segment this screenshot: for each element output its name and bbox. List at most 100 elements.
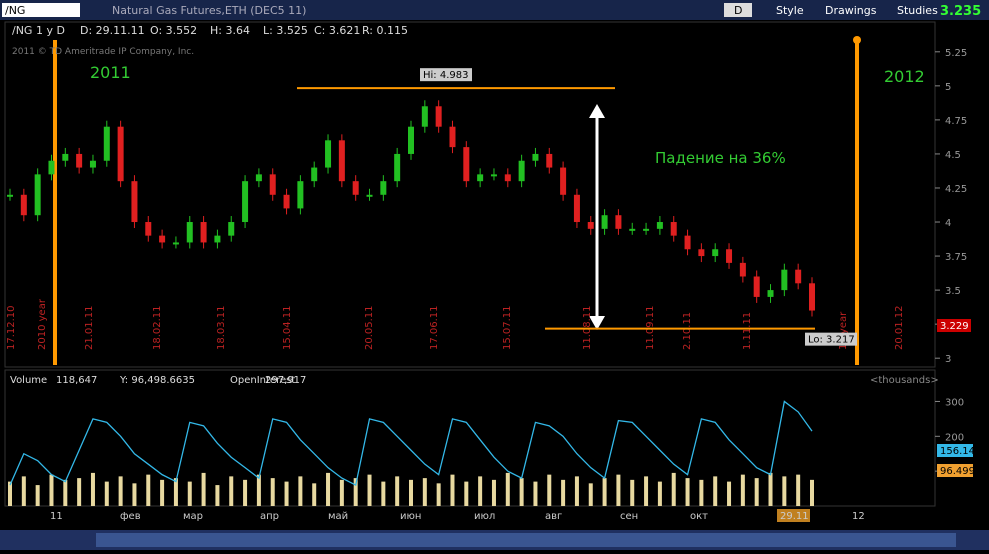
annotation: 2011 — [90, 63, 131, 82]
candle — [670, 222, 677, 236]
candle — [283, 194, 290, 209]
candle — [352, 181, 359, 195]
candle — [629, 228, 636, 231]
volume-bar — [436, 483, 441, 506]
info: O: 3.552 — [150, 24, 197, 37]
candle — [159, 235, 166, 243]
volume-bar — [326, 472, 331, 506]
candle — [712, 249, 719, 257]
volume-bar — [353, 478, 358, 506]
y-tick-label: 300 — [945, 397, 964, 408]
candle — [463, 147, 470, 182]
date-label: 2010 year — [37, 298, 48, 350]
candle — [20, 194, 27, 216]
candle — [573, 194, 580, 223]
time-label: 12 — [852, 511, 865, 522]
volume-bar — [49, 474, 54, 506]
volume-bar — [395, 476, 400, 506]
candle — [601, 215, 608, 229]
candle — [48, 160, 55, 175]
candle — [781, 269, 788, 291]
vl: 96.499 — [940, 466, 975, 477]
info: D: 29.11.11 — [80, 24, 145, 37]
date-label: 21.01.11 — [84, 305, 95, 350]
volume-bar — [616, 474, 621, 506]
date-label: 20.05.11 — [364, 305, 375, 350]
scroll-thumb[interactable] — [96, 533, 956, 547]
description: Natural Gas Futures,ETH (DEC5 11) — [112, 4, 306, 17]
volume-bar — [160, 479, 165, 506]
time-label: май — [328, 511, 348, 522]
candle — [560, 167, 567, 195]
vol-header: 297,917 — [265, 375, 306, 386]
volume-bar — [491, 479, 496, 506]
y-tick-label: 4.25 — [945, 184, 967, 195]
time-label: мар — [183, 511, 203, 522]
candle — [172, 242, 179, 245]
btn[interactable]: Studies — [897, 4, 938, 17]
btn[interactable]: Drawings — [825, 4, 877, 17]
candle — [435, 106, 442, 127]
vl: 156.14 — [940, 446, 975, 457]
volume-bar — [381, 481, 386, 506]
candle — [532, 153, 539, 161]
date-label: 18.03.11 — [216, 305, 227, 350]
candle — [311, 167, 318, 182]
info: H: 3.64 — [210, 24, 250, 37]
candle — [62, 153, 69, 161]
price-label: 3.229 — [940, 321, 969, 332]
vol-frame — [4, 369, 936, 507]
candle — [504, 174, 511, 182]
vol-header: Volume — [10, 375, 47, 386]
vol-header: OpenInterest — [230, 375, 295, 386]
volume-bar — [409, 479, 413, 506]
y-tick-label: 3.75 — [945, 252, 967, 263]
info: R: 0.115 — [362, 24, 408, 37]
info: /NG 1 y D — [12, 24, 65, 37]
candle — [477, 174, 484, 182]
period-btn[interactable] — [724, 3, 752, 17]
vol-header: <thousands> — [870, 375, 939, 386]
date-label: 17.12.10 — [6, 305, 17, 350]
y-tick-label: 5.25 — [945, 48, 967, 59]
candle — [297, 181, 304, 209]
volume-bar — [685, 478, 690, 506]
date-label: 18.02.11 — [152, 305, 163, 350]
candle — [200, 222, 207, 243]
vol-header: Y: 96,498.6635 — [119, 375, 195, 386]
time-label: окт — [690, 511, 708, 522]
y-tick-label: 5 — [945, 82, 951, 93]
volume-bar — [243, 479, 248, 506]
time-label: авг — [545, 511, 562, 522]
time-label: июн — [400, 511, 421, 522]
time-label: сен — [620, 511, 638, 522]
volume-bar — [21, 476, 26, 506]
volume-bar — [782, 476, 787, 506]
symbol: /NG — [5, 4, 25, 17]
symbol-box[interactable] — [2, 3, 80, 17]
btn[interactable]: Style — [776, 4, 804, 17]
volume-bar — [713, 476, 718, 506]
vl-box — [937, 444, 973, 457]
candle — [809, 283, 815, 311]
volume-bar — [63, 479, 68, 506]
volume-bar — [810, 479, 814, 506]
candle — [117, 126, 124, 182]
volume-bar — [90, 472, 95, 506]
candle — [795, 269, 802, 284]
price-frame — [4, 21, 936, 368]
candle — [767, 290, 774, 297]
time-label: 29.11 — [780, 511, 809, 522]
volume-bar — [630, 479, 635, 506]
volume-bar — [574, 476, 579, 506]
volume-bar — [132, 483, 137, 506]
candle — [76, 153, 83, 168]
y-tick-label: 3.5 — [945, 286, 961, 297]
vl-box — [937, 464, 973, 477]
volume-bar — [740, 474, 745, 506]
volume-bar — [229, 476, 234, 506]
candle — [7, 194, 13, 197]
volume-bar — [298, 476, 303, 506]
